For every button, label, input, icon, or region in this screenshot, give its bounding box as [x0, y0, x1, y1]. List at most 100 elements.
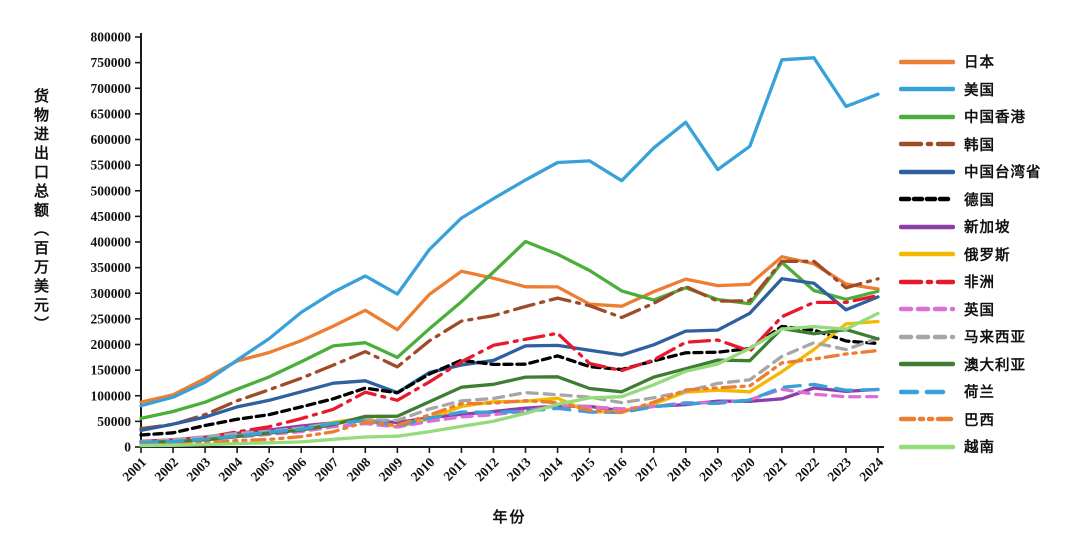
- y-tick-label: 350000: [91, 260, 132, 275]
- x-tick-label: 2007: [312, 454, 342, 484]
- x-tick-label: 2008: [344, 454, 374, 484]
- legend-label-singapore: 新加坡: [964, 220, 1011, 237]
- series-line-germany: [139, 324, 880, 437]
- legend-label-japan: 日本: [964, 55, 995, 72]
- series-line-vietnam: [139, 311, 880, 448]
- legend-item-brazil: 巴西: [899, 406, 1077, 434]
- x-tick-label: 2020: [728, 454, 758, 484]
- y-tick-label: 100000: [91, 388, 132, 403]
- x-tick-label: 2009: [376, 454, 406, 484]
- x-tick-label: 2015: [568, 454, 598, 484]
- legend-swatch-germany: [899, 197, 955, 202]
- legend-label-netherlands: 荷兰: [964, 385, 995, 402]
- legend-label-brazil: 巴西: [964, 412, 995, 429]
- y-tick-label: 500000: [91, 183, 132, 198]
- x-tick-label: 2013: [504, 454, 534, 484]
- legend-swatch-netherlands: [899, 389, 955, 394]
- legend-label-malaysia: 马来西亚: [964, 330, 1026, 347]
- legend-label-africa: 非洲: [964, 275, 995, 292]
- legend-swatch-uk: [899, 307, 955, 312]
- series-line-netherlands: [139, 382, 880, 444]
- x-tick-label: 2022: [792, 454, 822, 484]
- y-tick-label: 600000: [91, 132, 132, 147]
- chart-legend: 日本美国中国香港韩国中国台湾省德国新加坡俄罗斯非洲英国马来西亚澳大利亚荷兰巴西越…: [899, 48, 1077, 461]
- x-tick-label: 2003: [184, 454, 214, 484]
- legend-label-uk: 英国: [964, 302, 995, 319]
- legend-label-south-korea: 韩国: [964, 137, 995, 154]
- legend-swatch-hong-kong-china: [899, 114, 955, 119]
- x-tick-label: 2002: [151, 454, 181, 484]
- x-axis-title: 年份: [492, 510, 527, 526]
- x-tick-label: 2024: [856, 454, 886, 484]
- series-line-malaysia: [139, 336, 880, 444]
- legend-label-germany: 德国: [964, 192, 995, 209]
- x-tick-label: 2010: [408, 454, 438, 484]
- x-tick-label: 2019: [696, 454, 726, 484]
- x-tick-label: 2005: [248, 454, 278, 484]
- legend-item-taiwan-china: 中国台湾省: [899, 158, 1077, 186]
- x-tick-label: 2017: [632, 454, 662, 484]
- legend-item-africa: 非洲: [899, 268, 1077, 296]
- legend-swatch-russia: [899, 252, 955, 257]
- y-tick-label: 750000: [91, 55, 132, 70]
- legend-item-japan: 日本: [899, 48, 1077, 76]
- legend-label-australia: 澳大利亚: [964, 357, 1026, 374]
- legend-item-germany: 德国: [899, 186, 1077, 214]
- legend-item-vietnam: 越南: [899, 433, 1077, 461]
- x-tick-label: 2016: [600, 454, 630, 484]
- y-tick-label: 50000: [97, 414, 131, 429]
- x-tick-label: 2014: [536, 454, 566, 484]
- x-tick-label: 2004: [216, 454, 246, 484]
- series-line-usa: [139, 56, 880, 408]
- legend-label-taiwan-china: 中国台湾省: [964, 165, 1042, 182]
- series-line-hong-kong-china: [139, 239, 880, 421]
- series-line-south-korea: [139, 259, 880, 431]
- x-tick-label: 2011: [440, 454, 469, 483]
- legend-swatch-africa: [899, 279, 955, 284]
- legend-label-usa: 美国: [964, 82, 995, 99]
- legend-item-netherlands: 荷兰: [899, 378, 1077, 406]
- x-tick-label: 2001: [119, 454, 149, 484]
- series-line-africa: [139, 293, 880, 444]
- legend-item-singapore: 新加坡: [899, 213, 1077, 241]
- series-line-japan: [139, 255, 880, 404]
- y-tick-label: 300000: [91, 286, 132, 301]
- legend-item-russia: 俄罗斯: [899, 241, 1077, 269]
- y-axis-title: 货物进出口总额（百万美元）: [32, 88, 48, 335]
- legend-swatch-south-korea: [899, 142, 955, 147]
- legend-swatch-australia: [899, 362, 955, 367]
- legend-label-hong-kong-china: 中国香港: [964, 110, 1026, 127]
- x-tick-label: 2012: [472, 454, 502, 484]
- series-line-taiwan-china: [139, 277, 880, 433]
- legend-swatch-vietnam: [899, 444, 955, 449]
- legend-label-russia: 俄罗斯: [964, 247, 1011, 264]
- y-tick-label: 400000: [91, 235, 132, 250]
- legend-item-usa: 美国: [899, 76, 1077, 104]
- y-tick-label: 150000: [91, 363, 132, 378]
- legend-swatch-brazil: [899, 417, 955, 422]
- legend-item-australia: 澳大利亚: [899, 351, 1077, 379]
- x-tick-label: 2021: [760, 454, 790, 484]
- legend-item-malaysia: 马来西亚: [899, 323, 1077, 351]
- x-tick-label: 2018: [664, 454, 694, 484]
- series-line-brazil: [139, 348, 880, 447]
- y-tick-label: 250000: [91, 311, 132, 326]
- y-tick-label: 700000: [91, 81, 132, 96]
- legend-item-south-korea: 韩国: [899, 131, 1077, 159]
- y-tick-label: 200000: [91, 337, 132, 352]
- legend-swatch-singapore: [899, 224, 955, 229]
- legend-item-uk: 英国: [899, 296, 1077, 324]
- y-tick-label: 550000: [91, 158, 132, 173]
- y-tick-label: 0: [124, 440, 131, 455]
- x-tick-label: 2023: [824, 454, 854, 484]
- y-tick-label: 650000: [91, 106, 132, 121]
- legend-swatch-malaysia: [899, 334, 955, 339]
- legend-label-vietnam: 越南: [964, 440, 995, 457]
- legend-swatch-taiwan-china: [899, 169, 955, 174]
- series-line-australia: [139, 326, 880, 445]
- x-tick-label: 2006: [280, 454, 310, 484]
- legend-item-hong-kong-china: 中国香港: [899, 103, 1077, 131]
- y-tick-label: 800000: [91, 30, 132, 45]
- y-tick-label: 450000: [91, 209, 132, 224]
